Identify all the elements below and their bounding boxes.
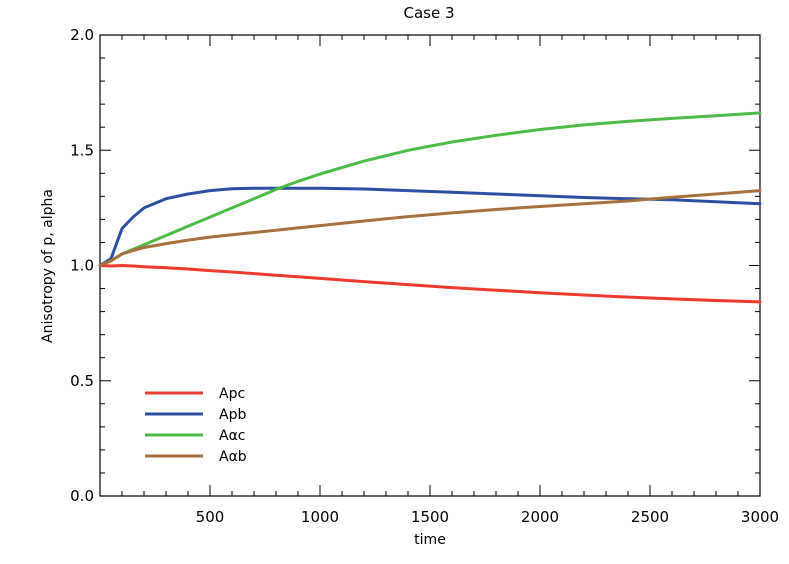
x-axis-title: time [414, 532, 446, 548]
axis-ticks: 500 1000 1500 2000 2500 3000 0.0 0.5 1.0 1.5 2.0 [70, 26, 779, 526]
y-tick-label: 0.0 [70, 487, 94, 505]
series-line-aαc [98, 111, 762, 267]
y-tick-label: 2.0 [70, 26, 94, 44]
series-line-aαb [98, 189, 762, 267]
series-lines [98, 111, 762, 304]
x-tick-label: 3000 [741, 508, 779, 526]
x-tick-label: 2500 [631, 508, 669, 526]
y-tick-label: 1.5 [70, 141, 94, 159]
legend-label: Aαc [219, 428, 246, 444]
y-tick-label: 0.5 [70, 372, 94, 390]
x-tick-label: 1000 [301, 508, 339, 526]
chart-title: Case 3 [403, 4, 454, 22]
x-tick-label: 2000 [521, 508, 559, 526]
y-axis-title: Anisotropy of p, alpha [40, 189, 56, 343]
y-tick-label: 1.0 [70, 257, 94, 275]
legend: Apc Apb Aαc Aαb [145, 386, 247, 465]
series-line-apc [98, 264, 762, 304]
legend-label: Aαb [219, 449, 247, 465]
x-tick-label: 1500 [411, 508, 449, 526]
series-line-apb [98, 186, 762, 267]
plot-frame [99, 34, 761, 497]
legend-label: Apc [219, 386, 245, 402]
x-tick-label: 500 [196, 508, 225, 526]
legend-label: Apb [219, 407, 246, 423]
